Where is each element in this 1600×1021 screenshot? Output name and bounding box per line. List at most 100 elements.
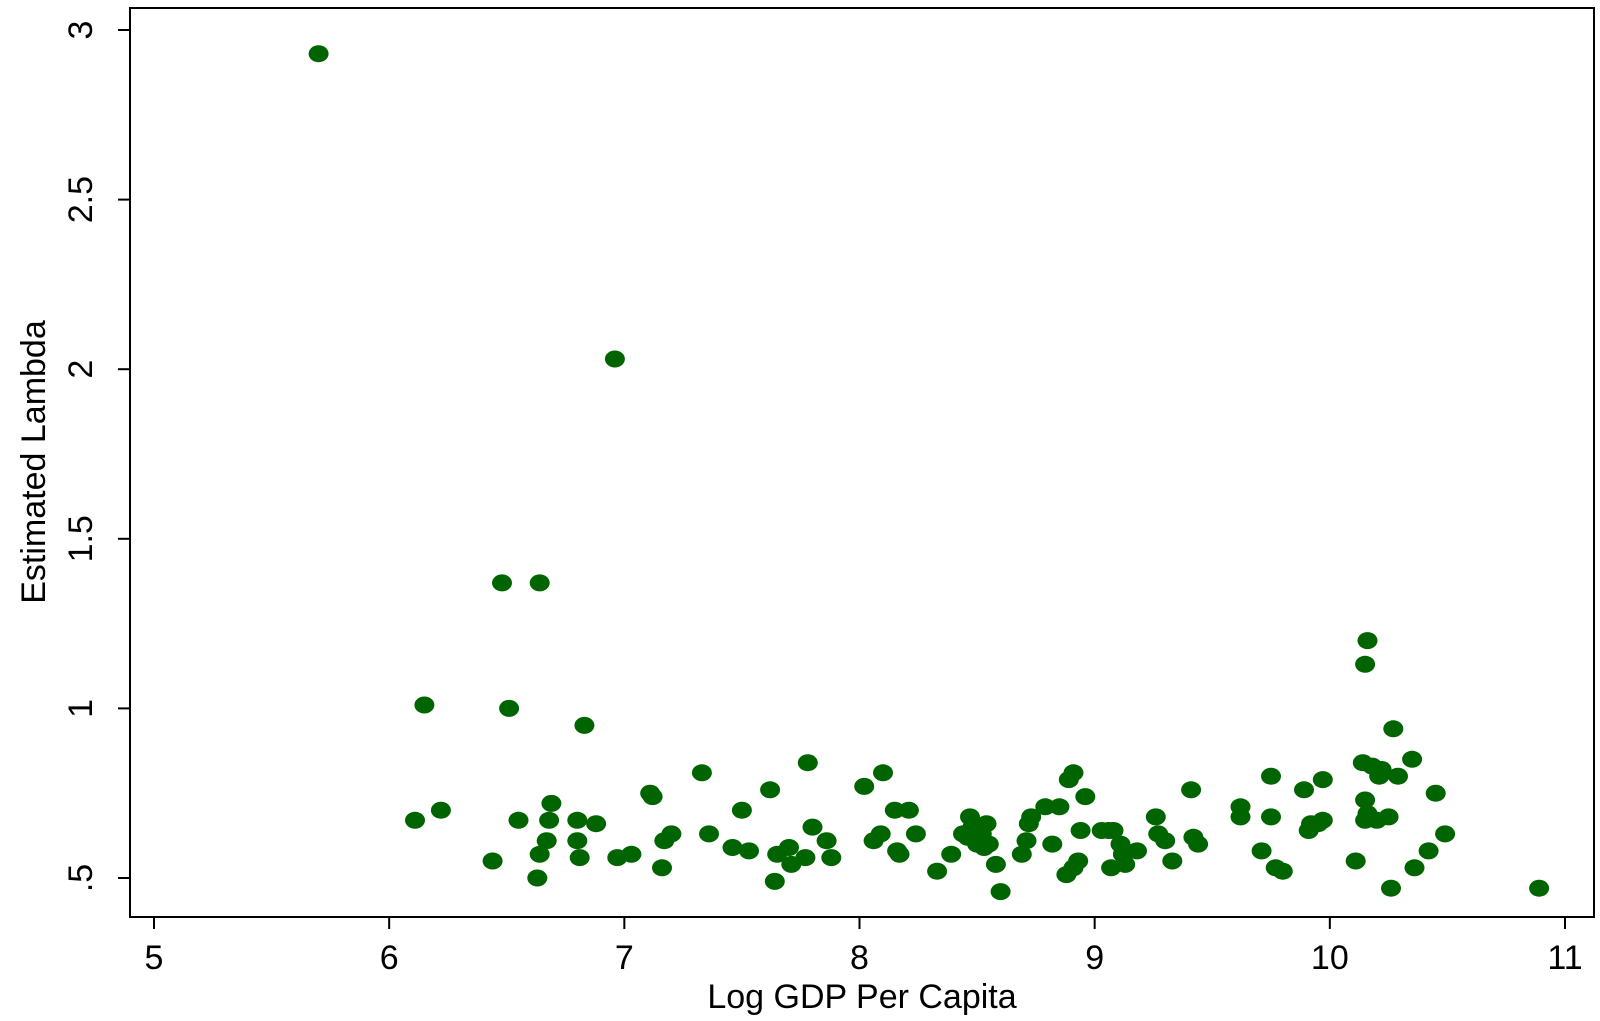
data-point [797, 754, 818, 772]
data-point [821, 849, 842, 867]
data-point [1188, 835, 1209, 853]
x-axis: 5 6 7 8 9 10 11 [145, 917, 1583, 977]
data-point [1145, 808, 1166, 826]
data-point [1181, 781, 1202, 799]
data-point [405, 811, 425, 829]
data-point [1404, 859, 1425, 877]
x-tick-label: 6 [380, 939, 399, 977]
data-point [1357, 632, 1378, 650]
data-point [889, 845, 910, 863]
data-point [569, 849, 590, 867]
y-tick-label: 1 [62, 699, 100, 718]
data-point [642, 788, 663, 806]
data-point [779, 839, 799, 856]
data-point [430, 801, 451, 819]
data-point [802, 818, 823, 836]
plot-frame [129, 7, 1595, 918]
x-tick-label: 10 [1311, 939, 1349, 977]
data-point [539, 811, 560, 829]
data-point [1355, 791, 1376, 809]
data-point [870, 825, 891, 843]
data-point [1378, 808, 1399, 826]
x-tick-label: 11 [1547, 939, 1582, 977]
data-point [898, 801, 919, 819]
data-point [691, 764, 712, 782]
data-point [795, 849, 816, 867]
data-point [699, 825, 719, 843]
data-point [1230, 808, 1251, 826]
data-point [529, 574, 550, 592]
y-tick-label: 2.5 [62, 176, 100, 223]
data-point [567, 811, 588, 829]
data-point [1418, 842, 1439, 860]
y-axis: .5 1 1.5 2 2.5 3 [62, 21, 130, 892]
data-point [492, 574, 512, 592]
data-point [1049, 798, 1070, 816]
data-point [1021, 808, 1042, 826]
data-point [508, 811, 529, 829]
data-point [978, 835, 999, 853]
data-point [1402, 750, 1423, 768]
data-point [873, 764, 893, 782]
data-point [1371, 761, 1392, 778]
data-point [1381, 879, 1401, 897]
scatter-points [308, 45, 1550, 901]
data-point [308, 45, 329, 63]
data-point [1312, 811, 1333, 829]
data-point [586, 815, 607, 833]
x-axis-title: Log GDP Per Capita [707, 978, 1016, 1016]
data-point [1345, 852, 1366, 870]
data-point [536, 832, 557, 850]
x-tick-label: 7 [615, 939, 634, 977]
data-point [652, 859, 672, 877]
x-tick-label: 5 [145, 939, 164, 977]
data-point [414, 696, 435, 714]
y-tick-label: 2 [62, 360, 100, 379]
data-point [990, 883, 1011, 901]
data-point [1383, 720, 1404, 738]
data-point [1075, 788, 1096, 806]
x-tick-label: 8 [850, 939, 869, 977]
data-point [1042, 835, 1063, 853]
y-tick-label: 3 [62, 21, 100, 40]
data-point [905, 825, 926, 843]
data-point [927, 862, 948, 880]
data-point [1529, 879, 1550, 897]
data-point [1162, 852, 1183, 870]
data-point [1103, 822, 1124, 839]
data-point [1425, 784, 1446, 802]
data-point [567, 832, 588, 850]
data-point [1127, 842, 1147, 860]
data-point [527, 869, 548, 887]
data-point [574, 716, 595, 734]
data-point [499, 699, 520, 717]
data-point [1011, 845, 1032, 863]
data-point [854, 777, 875, 795]
y-tick-label: .5 [62, 864, 100, 892]
data-point [1035, 798, 1056, 816]
data-point [722, 839, 743, 856]
data-point [731, 801, 752, 819]
data-point [816, 832, 837, 850]
data-point [1068, 852, 1089, 870]
data-point [1155, 832, 1176, 850]
data-point [760, 781, 781, 799]
data-point [1261, 808, 1281, 826]
data-point [1251, 842, 1272, 860]
data-point [1355, 655, 1376, 673]
data-point [1312, 771, 1333, 789]
data-point [1261, 767, 1281, 785]
data-point [976, 815, 997, 833]
data-point [1388, 767, 1408, 785]
data-point [884, 801, 905, 819]
data-point [604, 350, 625, 368]
y-tick-label: 1.5 [62, 515, 100, 562]
x-tick-label: 9 [1085, 939, 1104, 977]
data-point [1435, 825, 1456, 843]
data-point [541, 794, 562, 812]
data-point [1115, 855, 1136, 873]
data-point [1272, 862, 1293, 880]
y-axis-title: Estimated Lambda [15, 320, 53, 604]
data-point [1294, 781, 1314, 799]
